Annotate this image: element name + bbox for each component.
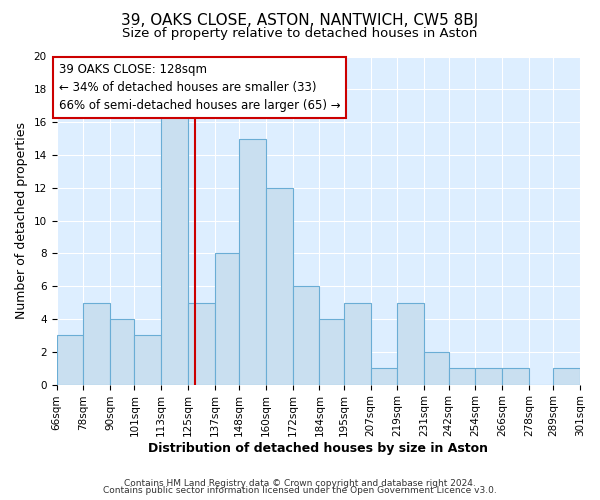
Bar [449, 368, 475, 384]
Text: 39 OAKS CLOSE: 128sqm
← 34% of detached houses are smaller (33)
66% of semi-deta: 39 OAKS CLOSE: 128sqm ← 34% of detached … [59, 63, 340, 112]
Bar [553, 368, 580, 384]
Bar [215, 254, 239, 384]
Bar [475, 368, 502, 384]
Text: Contains public sector information licensed under the Open Government Licence v3: Contains public sector information licen… [103, 486, 497, 495]
Bar [502, 368, 529, 384]
Y-axis label: Number of detached properties: Number of detached properties [15, 122, 28, 319]
Bar [293, 286, 319, 384]
Bar [56, 336, 83, 384]
Text: Size of property relative to detached houses in Aston: Size of property relative to detached ho… [122, 28, 478, 40]
Bar [239, 138, 266, 384]
X-axis label: Distribution of detached houses by size in Aston: Distribution of detached houses by size … [148, 442, 488, 455]
Bar [134, 336, 161, 384]
Bar [344, 302, 371, 384]
Bar [266, 188, 293, 384]
Bar [110, 319, 134, 384]
Text: 39, OAKS CLOSE, ASTON, NANTWICH, CW5 8BJ: 39, OAKS CLOSE, ASTON, NANTWICH, CW5 8BJ [121, 12, 479, 28]
Bar [371, 368, 397, 384]
Bar [319, 319, 344, 384]
Bar [397, 302, 424, 384]
Text: Contains HM Land Registry data © Crown copyright and database right 2024.: Contains HM Land Registry data © Crown c… [124, 478, 476, 488]
Bar [161, 106, 188, 384]
Bar [188, 302, 215, 384]
Bar [83, 302, 110, 384]
Bar [424, 352, 449, 384]
